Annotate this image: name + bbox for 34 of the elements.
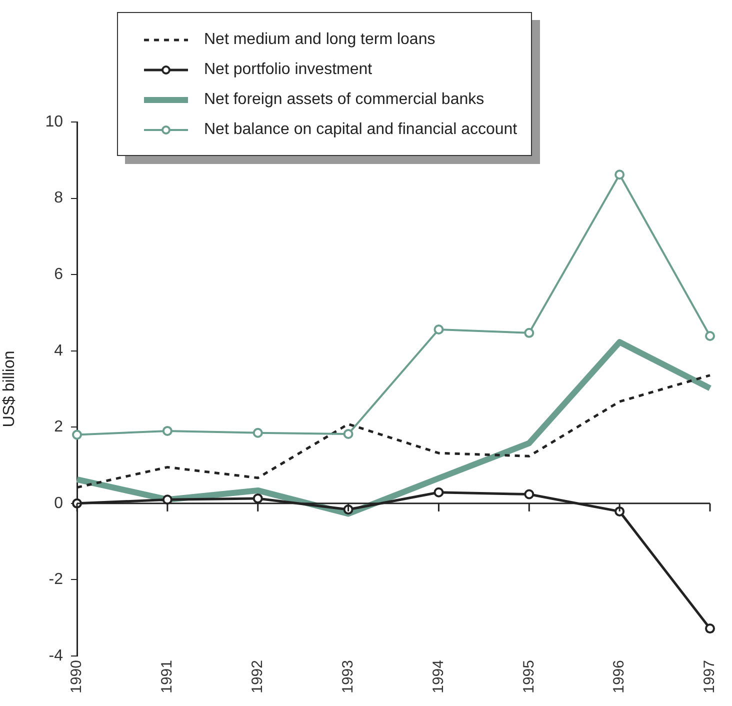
x-tick-label: 1992 — [249, 660, 266, 694]
point — [343, 429, 354, 440]
y-tick-label: 0 — [54, 494, 64, 512]
point — [252, 428, 263, 438]
point — [72, 430, 82, 440]
point — [434, 324, 444, 334]
legend-label: Net balance on capital and financial account — [204, 121, 518, 139]
point — [252, 493, 263, 504]
point — [434, 487, 444, 498]
x-tick-label: 1997 — [701, 660, 718, 694]
y-tick-label: -4 — [48, 647, 64, 664]
x-tick-label: 1995 — [520, 660, 538, 694]
x-tick-label: 1993 — [339, 660, 356, 694]
x-tick-label: 1991 — [158, 660, 176, 694]
point — [705, 330, 715, 341]
y-axis-title: US$ billion — [1, 350, 18, 428]
legend-label: Net foreign assets of commercial banks — [204, 91, 484, 109]
y-tick-label: 8 — [54, 190, 64, 207]
x-tick-label: 1996 — [610, 660, 628, 694]
point — [524, 489, 534, 500]
point — [705, 624, 715, 634]
y-tick-label: -2 — [48, 571, 64, 588]
point — [614, 170, 625, 180]
point — [162, 426, 172, 436]
legend-label: Net medium and long term loans — [204, 31, 436, 49]
y-tick-label: 6 — [54, 266, 64, 283]
point — [524, 328, 534, 338]
legend-label: Net portfolio investment — [204, 61, 372, 79]
point — [614, 506, 625, 516]
y-tick-label: 2 — [54, 418, 64, 436]
y-tick-label: 10 — [45, 113, 64, 130]
y-tick-label: 4 — [54, 342, 64, 360]
x-tick-label: 1990 — [68, 660, 86, 694]
x-tick-label: 1994 — [430, 660, 447, 694]
